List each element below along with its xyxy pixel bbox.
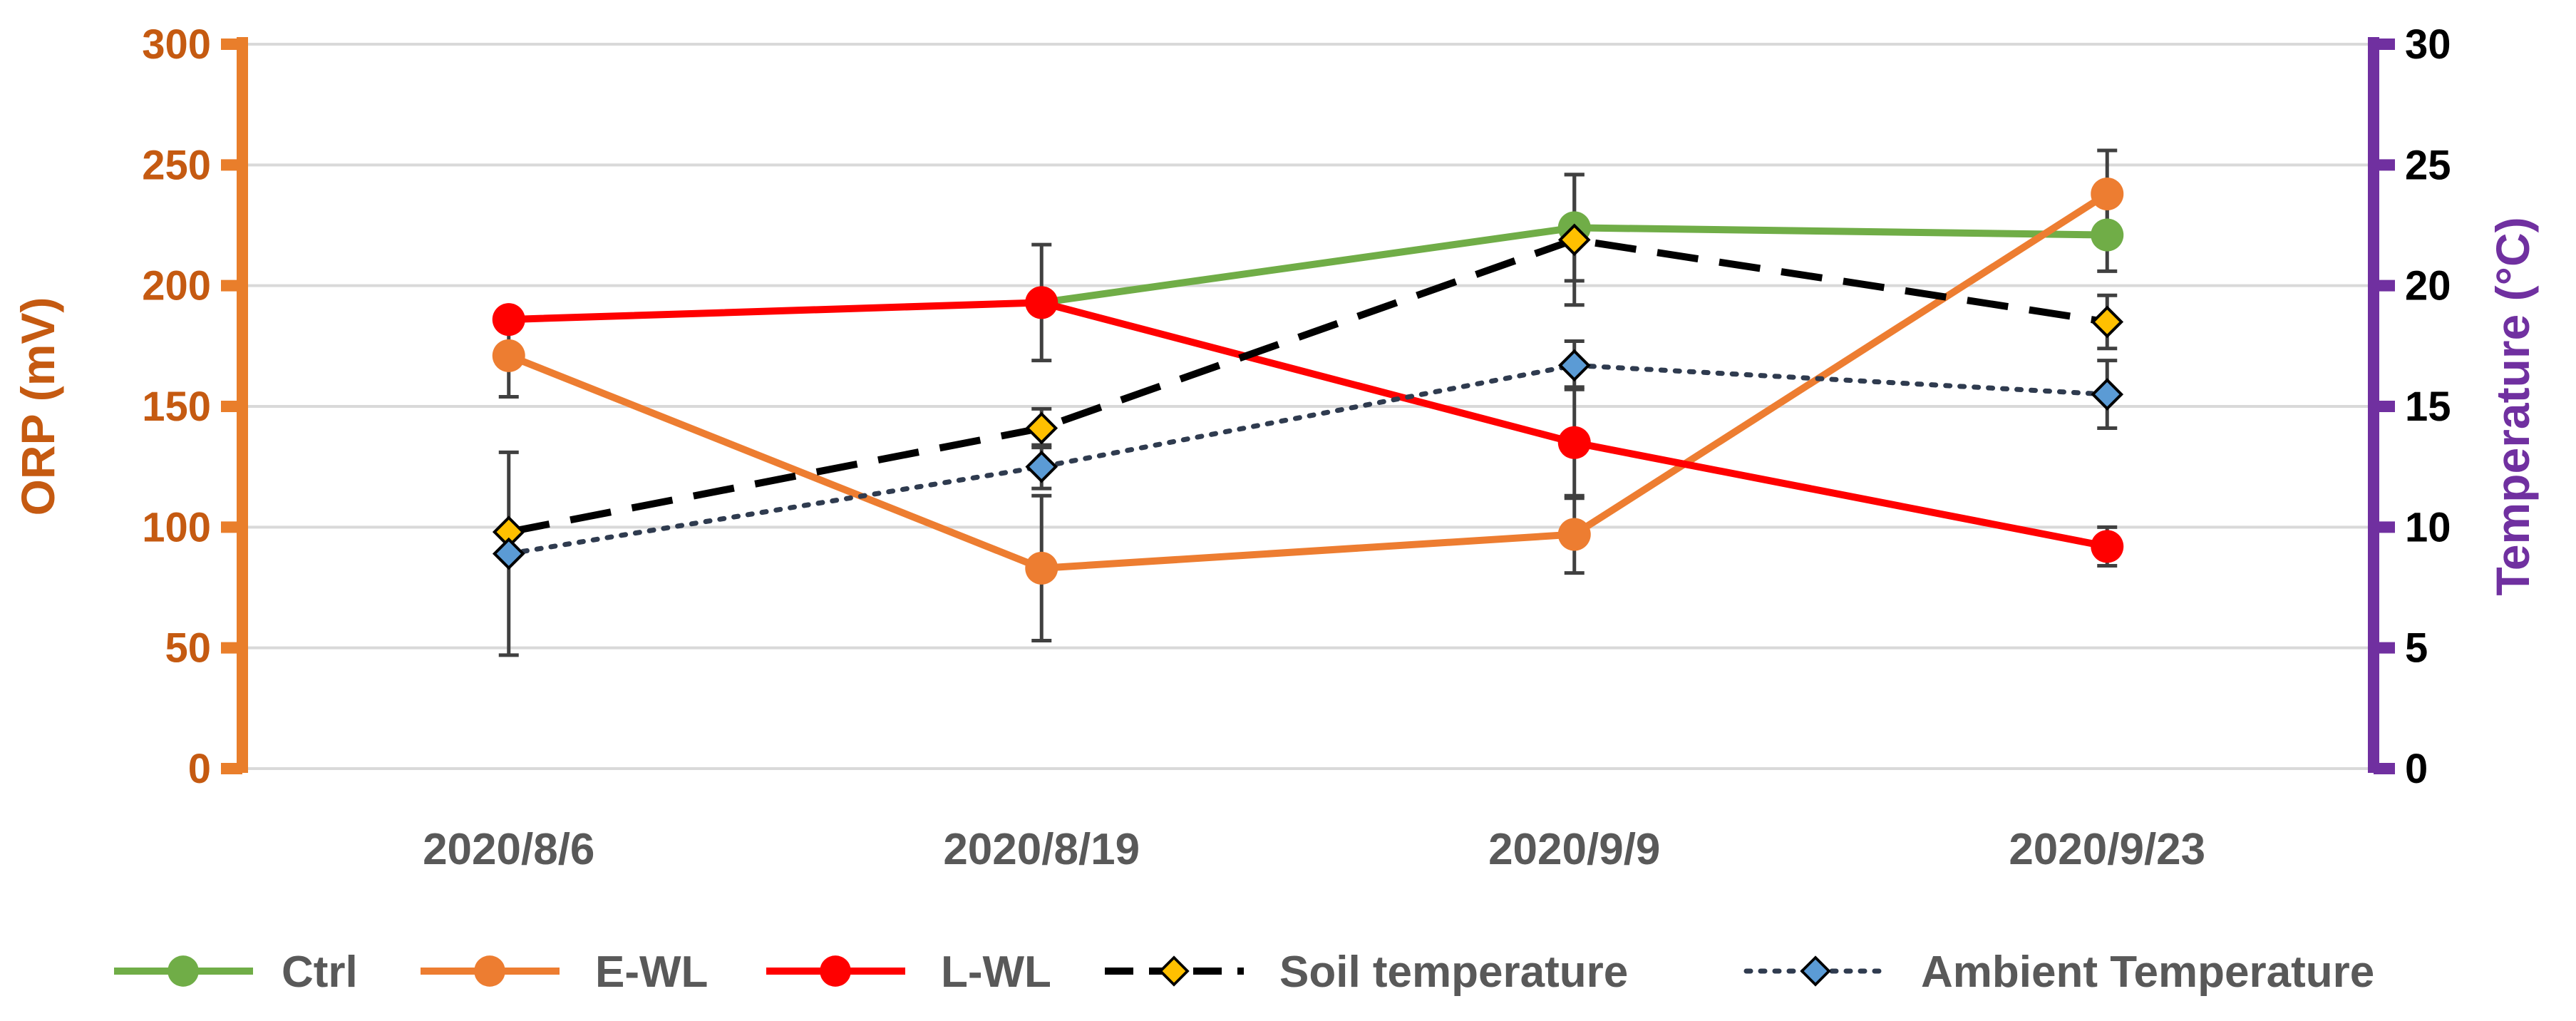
data-point-marker (820, 955, 851, 987)
data-point-marker (1557, 223, 1591, 257)
data-point-marker (1557, 518, 1591, 551)
right-y-tick-label: 15 (2405, 384, 2451, 430)
data-point-marker (492, 303, 525, 337)
legend-label: L-WL (941, 948, 1051, 997)
right-y-tick-label: 0 (2405, 746, 2428, 792)
data-point-marker (168, 955, 199, 987)
left-y-tick-label: 300 (142, 21, 211, 68)
left-y-tick-label: 100 (142, 504, 211, 550)
gridlines (242, 43, 2374, 650)
series-line (506, 362, 2110, 557)
right-y-axis-title: Temperature (°C) (2486, 217, 2539, 595)
legend-label: Ambient Temperature (1921, 948, 2374, 997)
data-point-marker (492, 339, 525, 372)
left-y-axis-title: ORP (mV) (11, 297, 64, 516)
data-point-marker (2091, 177, 2124, 210)
series-e-wl (492, 177, 2124, 585)
x-tick-label: 2020/9/23 (2009, 825, 2205, 874)
data-point-marker (492, 537, 525, 570)
x-tick-label: 2020/9/9 (1488, 825, 1660, 874)
series-ambient-temperature (492, 349, 2124, 570)
data-point-marker (2091, 218, 2124, 252)
series-l-wl (492, 286, 2124, 563)
x-tick-label: 2020/8/6 (423, 825, 594, 874)
series (492, 177, 2124, 585)
left-y-tick-label: 150 (142, 384, 211, 430)
right-y-tick-label: 30 (2405, 21, 2451, 68)
legend-item: Ambient Temperature (1743, 948, 2374, 997)
series-line (507, 190, 2109, 572)
legend-item: L-WL (766, 948, 1051, 997)
data-point-marker (474, 955, 505, 987)
data-point-marker (1025, 286, 1058, 319)
data-point-marker (1158, 955, 1190, 987)
legend-label: E-WL (595, 948, 708, 997)
data-point-marker (1557, 426, 1591, 459)
legend-label: Soil temperature (1279, 948, 1628, 997)
legend-item: Soil temperature (1105, 948, 1628, 997)
data-point-marker (1025, 411, 1058, 445)
data-point-marker (1025, 551, 1058, 585)
left-y-tick-label: 250 (142, 142, 211, 188)
data-point-marker (1800, 955, 1831, 987)
axes (221, 37, 2395, 774)
series-line (508, 236, 2108, 536)
tick-labels: 0 50 100 150 200 250 300 0 5 10 15 20 25 30 2020/8/6 20… (11, 21, 2539, 874)
legend-item: Ctrl (114, 948, 358, 997)
series-line (508, 299, 2108, 550)
legend-item: E-WL (421, 948, 708, 997)
left-y-tick-label: 200 (142, 263, 211, 309)
data-point-marker (2091, 378, 2124, 411)
error-bars (498, 148, 2118, 657)
right-y-tick-label: 5 (2405, 625, 2428, 672)
data-point-marker (2091, 530, 2124, 563)
data-point-marker (2091, 305, 2124, 339)
right-y-tick-label: 10 (2405, 504, 2451, 550)
right-y-tick-label: 20 (2405, 263, 2451, 309)
left-y-tick-label: 50 (165, 625, 211, 672)
data-point-marker (1557, 349, 1591, 382)
right-y-tick-label: 25 (2405, 142, 2451, 188)
x-tick-label: 2020/8/19 (943, 825, 1140, 874)
left-y-tick-label: 0 (188, 746, 211, 792)
legend: Ctrl E-WL L-WL Soil temperature Ambient Temp… (114, 948, 2374, 997)
legend-label: Ctrl (282, 948, 358, 997)
data-point-marker (1025, 450, 1058, 483)
